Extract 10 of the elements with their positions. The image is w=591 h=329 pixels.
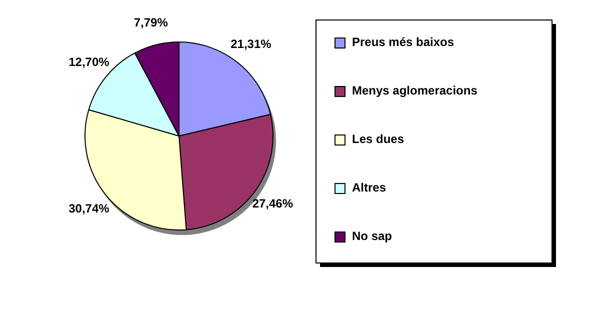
legend-label: No sap — [352, 229, 392, 244]
legend-label: Preus més baixos — [352, 35, 454, 50]
data-label: 12,70% — [68, 55, 110, 70]
data-label: 7,79% — [134, 16, 168, 30]
data-label: 27,46% — [252, 196, 294, 211]
legend-label: Les dues — [352, 132, 404, 146]
legend-label: Menys aglomeracions — [352, 84, 478, 98]
data-label: 21,31% — [230, 37, 272, 52]
legend-label: Altres — [352, 180, 386, 195]
data-label: 30,74% — [68, 201, 110, 216]
